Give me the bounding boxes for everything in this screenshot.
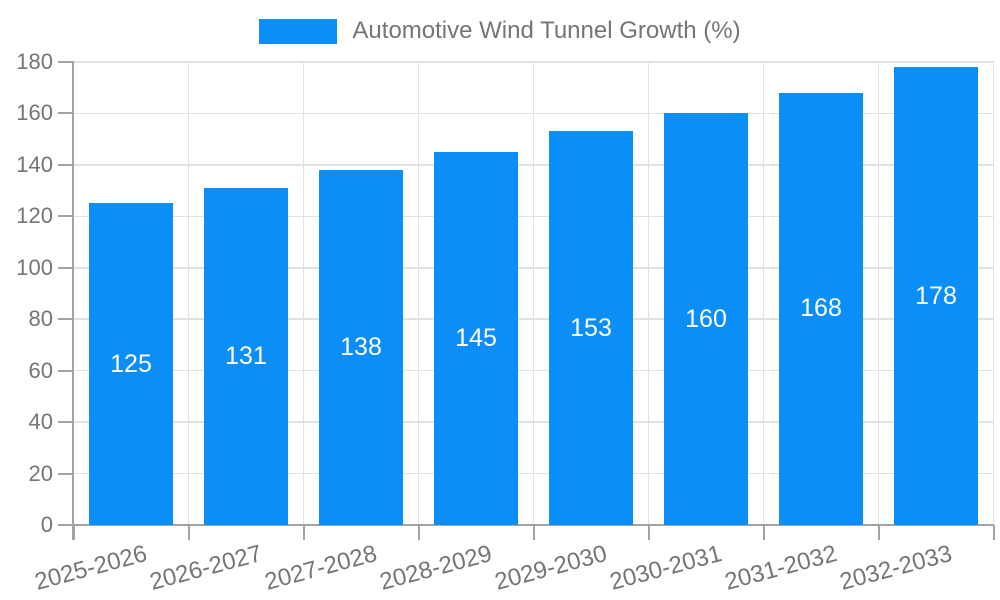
y-axis-line <box>72 62 74 540</box>
v-gridline <box>992 62 995 525</box>
y-tick-label: 120 <box>16 203 53 229</box>
y-tick-label: 180 <box>16 49 53 74</box>
bar-2027-2028: 138 <box>319 170 403 525</box>
bar-2028-2029: 145 <box>434 152 518 525</box>
bar-2029-2030: 153 <box>549 131 633 525</box>
x-tick-label: 2026-2027 <box>147 540 265 596</box>
v-gridline <box>417 62 420 525</box>
v-gridline <box>532 62 535 525</box>
x-tick-mark <box>992 525 995 540</box>
bar-2032-2033: 178 <box>894 67 978 525</box>
y-tick-label: 0 <box>40 512 53 537</box>
legend: Automotive Wind Tunnel Growth (%) <box>0 17 1000 45</box>
bar-2026-2027: 131 <box>204 188 288 525</box>
v-gridline <box>647 62 650 525</box>
y-tick-label: 100 <box>16 254 53 280</box>
x-tick-mark <box>762 525 765 540</box>
bar-value-label: 168 <box>800 294 842 323</box>
x-tick-label: 2025-2026 <box>32 540 150 596</box>
x-tick-label: 2032-2033 <box>837 540 955 596</box>
x-tick-mark <box>187 525 190 540</box>
y-tick-mark <box>58 163 74 166</box>
x-tick-label: 2027-2028 <box>262 540 380 596</box>
y-tick-label: 60 <box>28 357 53 383</box>
bar-value-label: 178 <box>915 281 957 310</box>
bar-value-label: 131 <box>225 342 267 370</box>
y-tick-mark <box>58 112 74 115</box>
bar-value-label: 160 <box>685 304 727 333</box>
v-gridline <box>877 62 880 525</box>
x-tick-label: 2029-2030 <box>492 540 610 596</box>
y-tick-label: 140 <box>16 151 53 177</box>
bar-value-label: 145 <box>455 324 497 352</box>
y-tick-mark <box>58 215 74 218</box>
x-tick-label: 2030-2031 <box>607 540 725 596</box>
x-axis-line <box>58 524 994 526</box>
y-tick-mark <box>58 61 74 63</box>
bar-value-label: 125 <box>110 349 152 378</box>
y-tick-label: 80 <box>28 306 53 332</box>
y-tick-label: 40 <box>28 409 53 435</box>
x-tick-mark <box>532 525 535 540</box>
y-tick-label: 160 <box>16 100 53 126</box>
y-tick-mark <box>58 318 74 321</box>
y-tick-mark <box>58 472 74 475</box>
y-tick-mark <box>58 369 74 372</box>
v-gridline <box>302 62 305 525</box>
x-tick-mark <box>417 525 420 540</box>
x-tick-mark <box>302 525 305 540</box>
y-tick-label: 20 <box>28 460 53 486</box>
y-tick-mark <box>58 266 74 269</box>
bar-2030-2031: 160 <box>664 113 748 525</box>
v-gridline <box>762 62 765 525</box>
legend-label: Automotive Wind Tunnel Growth (%) <box>352 17 741 44</box>
bar-value-label: 153 <box>570 313 612 342</box>
legend-swatch <box>259 18 338 44</box>
x-tick-label: 2028-2029 <box>377 540 495 596</box>
y-tick-mark <box>58 421 74 424</box>
v-gridline <box>187 62 190 525</box>
x-tick-mark <box>877 525 880 540</box>
bar-value-label: 138 <box>340 333 382 361</box>
bar-2025-2026: 125 <box>89 203 173 525</box>
x-tick-mark <box>647 525 650 540</box>
x-tick-label: 2031-2032 <box>722 540 840 596</box>
bar-2031-2032: 168 <box>779 92 863 525</box>
